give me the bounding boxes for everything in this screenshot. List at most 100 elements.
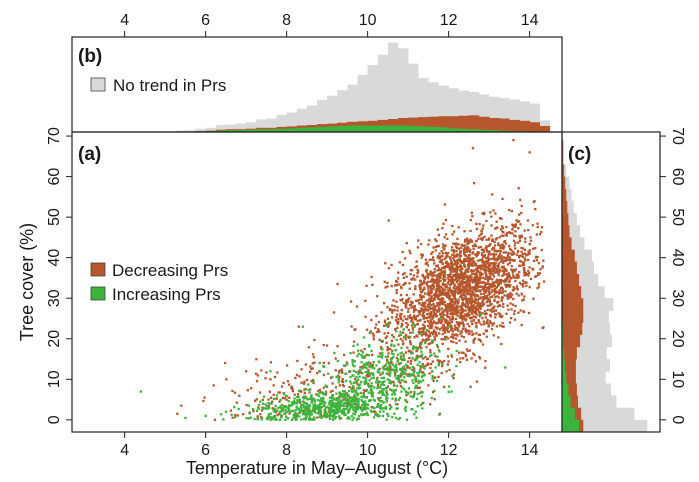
point-increasing — [393, 365, 396, 368]
point-increasing — [401, 379, 404, 382]
point-increasing — [402, 328, 405, 331]
point-decreasing — [406, 366, 409, 369]
point-decreasing — [429, 320, 433, 323]
point-decreasing — [510, 308, 513, 311]
point-decreasing — [340, 370, 344, 374]
point-increasing — [403, 365, 406, 368]
point-decreasing — [514, 247, 517, 250]
point-decreasing — [463, 253, 466, 256]
panel-c-frame — [561, 131, 661, 433]
point-increasing — [396, 360, 399, 363]
point-increasing — [333, 417, 337, 420]
point-decreasing — [276, 414, 279, 417]
point-decreasing — [291, 387, 294, 390]
point-decreasing — [416, 319, 419, 323]
point-decreasing — [407, 328, 410, 332]
point-increasing — [327, 415, 330, 418]
point-increasing — [381, 393, 384, 396]
point-decreasing — [491, 248, 494, 251]
point-decreasing — [443, 236, 446, 239]
bar-increasing — [398, 125, 409, 132]
point-decreasing — [418, 284, 421, 287]
point-decreasing — [443, 248, 446, 251]
point-decreasing — [442, 265, 445, 269]
point-increasing — [325, 413, 328, 416]
point-decreasing — [413, 314, 416, 317]
point-decreasing — [501, 296, 504, 299]
point-decreasing — [295, 413, 298, 416]
point-decreasing — [484, 270, 487, 274]
point-increasing — [352, 402, 355, 406]
point-increasing — [324, 407, 327, 410]
point-decreasing — [441, 289, 445, 292]
point-decreasing — [521, 255, 525, 258]
point-increasing — [298, 398, 301, 401]
point-decreasing — [492, 257, 495, 260]
point-decreasing — [259, 413, 262, 416]
point-decreasing — [483, 255, 486, 258]
point-decreasing — [475, 306, 478, 309]
point-increasing — [280, 416, 283, 419]
point-increasing — [307, 411, 311, 415]
point-decreasing — [462, 281, 465, 284]
point-increasing — [377, 355, 380, 358]
point-increasing — [424, 341, 427, 345]
point-decreasing — [502, 247, 505, 250]
point-decreasing — [416, 275, 419, 278]
point-decreasing — [475, 222, 478, 225]
y-tick-label: 50 — [46, 208, 63, 226]
point-decreasing — [360, 349, 363, 352]
point-increasing — [331, 408, 334, 411]
point-decreasing — [238, 394, 241, 397]
bar-decreasing — [539, 126, 551, 132]
point-increasing — [309, 388, 312, 391]
point-decreasing — [250, 387, 253, 390]
point-decreasing — [475, 324, 478, 327]
point-decreasing — [415, 265, 419, 268]
point-increasing — [381, 371, 384, 374]
point-decreasing — [338, 384, 341, 387]
point-decreasing — [464, 355, 468, 358]
point-decreasing — [500, 342, 503, 346]
point-increasing — [438, 350, 441, 353]
point-increasing — [365, 388, 368, 392]
point-decreasing — [458, 255, 461, 258]
point-decreasing — [477, 338, 480, 341]
point-decreasing — [454, 300, 458, 303]
point-increasing — [393, 383, 396, 386]
point-decreasing — [440, 250, 443, 253]
point-decreasing — [448, 309, 451, 312]
point-decreasing — [510, 264, 513, 268]
point-increasing — [401, 373, 404, 376]
point-increasing — [315, 405, 318, 408]
point-decreasing — [451, 293, 454, 297]
point-increasing — [363, 365, 366, 369]
point-decreasing — [411, 324, 414, 327]
point-increasing — [355, 379, 358, 382]
point-increasing — [324, 401, 327, 405]
point-decreasing — [535, 259, 538, 262]
point-increasing — [380, 339, 383, 343]
point-decreasing — [439, 299, 442, 302]
point-decreasing — [472, 332, 475, 336]
y-axis-label: Tree cover (%) — [17, 223, 37, 341]
point-decreasing — [429, 306, 432, 309]
point-increasing — [401, 367, 404, 370]
point-increasing — [296, 395, 299, 399]
point-decreasing — [465, 291, 469, 294]
point-decreasing — [536, 222, 539, 225]
point-increasing — [337, 378, 340, 381]
point-decreasing — [381, 339, 384, 343]
point-decreasing — [302, 382, 305, 385]
point-increasing — [320, 399, 323, 402]
point-increasing — [411, 331, 414, 334]
point-decreasing — [456, 279, 459, 282]
point-increasing — [387, 414, 390, 418]
point-decreasing — [398, 363, 401, 366]
point-decreasing — [389, 347, 392, 351]
point-decreasing — [459, 281, 462, 284]
point-decreasing — [470, 316, 474, 319]
point-increasing — [260, 417, 264, 420]
point-decreasing — [491, 278, 494, 281]
point-decreasing — [473, 293, 476, 296]
